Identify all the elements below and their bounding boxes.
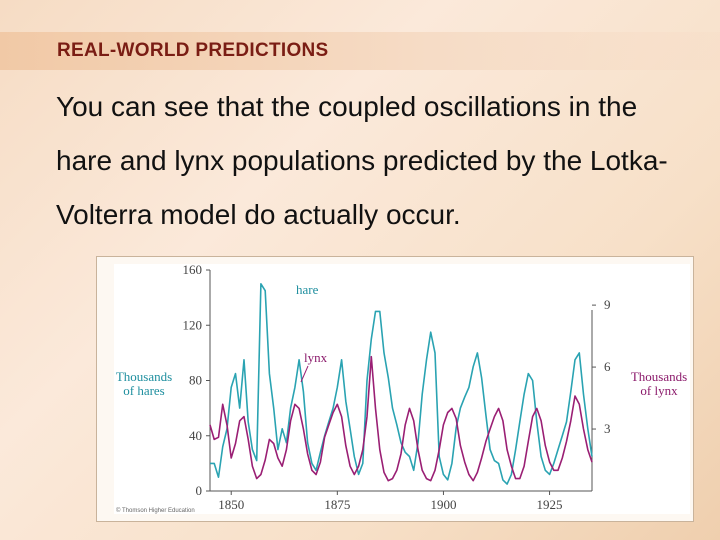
series-label-hare: hare	[296, 282, 319, 297]
y-tick-label-right: 6	[604, 359, 611, 374]
x-tick-label: 1875	[324, 497, 350, 512]
y-axis-label-left: Thousands	[116, 369, 172, 384]
y-axis-label-right: of lynx	[640, 383, 678, 398]
copyright-text: © Thomson Higher Education	[116, 507, 195, 514]
lynx-label-pointer	[300, 365, 309, 383]
y-tick-label-right: 3	[604, 421, 611, 436]
y-tick-label-left: 0	[196, 483, 203, 498]
x-tick-label: 1900	[430, 497, 456, 512]
x-tick-label: 1850	[218, 497, 244, 512]
y-axis-label-left: of hares	[123, 383, 165, 398]
series-line-hare	[210, 282, 593, 485]
slide-body-text: You can see that the coupled oscillation…	[56, 91, 668, 230]
y-tick-label-left: 80	[189, 373, 202, 388]
x-tick-label: 1925	[537, 497, 563, 512]
y-tick-label-left: 40	[189, 428, 202, 443]
y-tick-label-left: 160	[183, 262, 203, 277]
series-line-lynx	[209, 355, 593, 482]
header-band	[0, 32, 720, 70]
slide-title: REAL-WORLD PREDICTIONS	[57, 40, 329, 61]
y-axis-label-right: Thousands	[631, 369, 687, 384]
series-label-lynx: lynx	[304, 350, 328, 365]
y-tick-label-left: 120	[183, 317, 203, 332]
y-tick-label-right: 9	[604, 297, 611, 312]
